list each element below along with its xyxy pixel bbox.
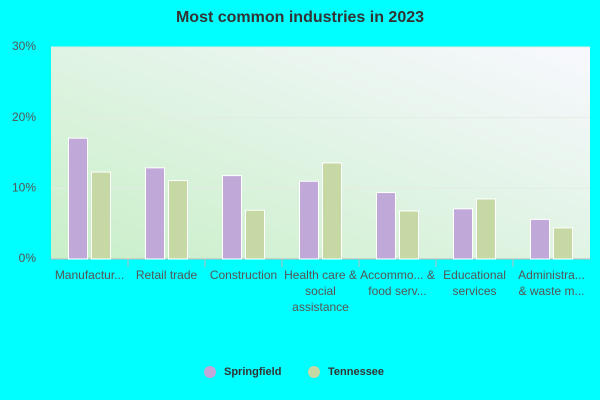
bar: [68, 137, 88, 260]
legend-marker: [308, 366, 320, 378]
x-tick-label: Educational services: [443, 268, 506, 298]
bar: [399, 210, 419, 260]
x-tick-label: Accommo... & food serv...: [360, 268, 435, 298]
x-tick-label: Retail trade: [135, 268, 198, 282]
chart-title: Most common industries in 2023: [176, 9, 424, 26]
bar: [453, 208, 473, 260]
y-tick-label: 30%: [12, 39, 36, 53]
legend-label: Springfield: [224, 366, 281, 378]
y-tick-label: 10%: [12, 181, 36, 195]
bar: [91, 171, 111, 260]
plot-background: [51, 47, 590, 259]
bar: [245, 209, 265, 260]
bar: [530, 218, 550, 260]
y-tick-label: 0%: [19, 251, 37, 265]
bar: [222, 175, 242, 260]
bar: [168, 180, 188, 260]
legend-marker: [204, 366, 216, 378]
x-tick-label: Construction: [209, 268, 278, 282]
legend-label: Tennessee: [328, 366, 384, 378]
bar: [299, 180, 319, 260]
x-tick-label: Administra... & waste m...: [518, 268, 585, 298]
bar: [376, 192, 396, 260]
bar: [476, 198, 496, 260]
bar: [553, 227, 573, 260]
x-tick-label: Manufactur...: [54, 268, 125, 282]
y-tick-label: 20%: [12, 110, 36, 124]
bar: [322, 162, 342, 260]
x-tick-label: Health care & social assistance: [284, 268, 357, 314]
bar: [145, 167, 165, 260]
